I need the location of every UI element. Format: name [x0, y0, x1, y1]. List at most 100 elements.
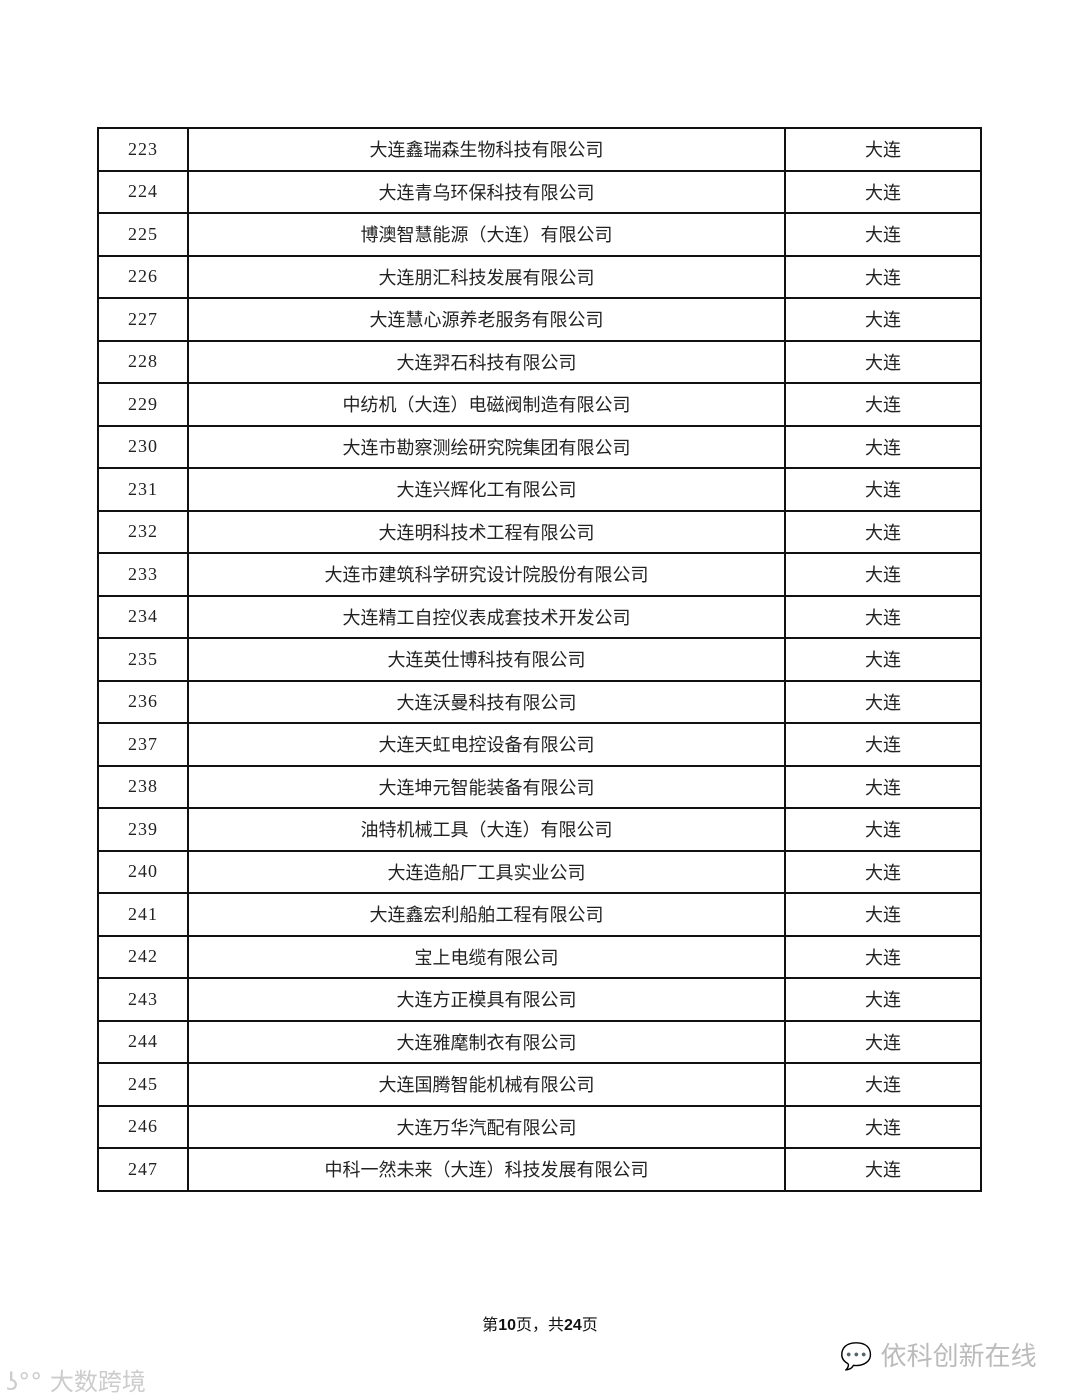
company-name: 大连朋汇科技发展有限公司 — [187, 254, 786, 299]
company-name: 博澳智慧能源（大连）有限公司 — [187, 212, 786, 257]
corner-watermark-text: 大数跨境 — [49, 1368, 146, 1396]
table-row: 244 大连雅麾制衣有限公司 大连 — [97, 1019, 982, 1064]
company-name: 大连万华汽配有限公司 — [187, 1104, 786, 1149]
row-number: 240 — [97, 849, 189, 894]
company-name: 油特机械工具（大连）有限公司 — [187, 807, 786, 852]
table-row: 247 中科一然未来（大连）科技发展有限公司 大连 — [97, 1147, 982, 1192]
company-name: 大连明科技术工程有限公司 — [187, 509, 786, 554]
table-row: 227 大连慧心源养老服务有限公司 大连 — [97, 297, 982, 342]
row-number: 225 — [97, 212, 189, 257]
city: 大连 — [784, 127, 982, 172]
wechat-icon: 💬 — [840, 1342, 873, 1372]
city: 大连 — [784, 509, 982, 554]
city: 大连 — [784, 679, 982, 724]
table-row: 243 大连方正模具有限公司 大连 — [97, 977, 982, 1022]
row-number: 242 — [97, 934, 189, 979]
corner-watermark: ʖ°° 大数跨境 — [6, 1362, 146, 1397]
table-row: 225 博澳智慧能源（大连）有限公司 大连 — [97, 212, 982, 257]
city: 大连 — [784, 934, 982, 979]
table-row: 231 大连兴辉化工有限公司 大连 — [97, 467, 982, 512]
table-row: 228 大连羿石科技有限公司 大连 — [97, 339, 982, 384]
row-number: 236 — [97, 679, 189, 724]
city: 大连 — [784, 254, 982, 299]
table-row: 226 大连朋汇科技发展有限公司 大连 — [97, 254, 982, 299]
city: 大连 — [784, 764, 982, 809]
table-row: 233 大连市建筑科学研究设计院股份有限公司 大连 — [97, 552, 982, 597]
footer-mid: 页，共 — [515, 1315, 564, 1334]
city: 大连 — [784, 1062, 982, 1107]
company-name: 大连兴辉化工有限公司 — [187, 467, 786, 512]
city: 大连 — [784, 552, 982, 597]
row-number: 235 — [97, 637, 189, 682]
company-name: 大连慧心源养老服务有限公司 — [187, 297, 786, 342]
row-number: 227 — [97, 297, 189, 342]
row-number: 232 — [97, 509, 189, 554]
row-number: 228 — [97, 339, 189, 384]
footer-prefix: 第 — [482, 1315, 499, 1334]
row-number: 243 — [97, 977, 189, 1022]
wechat-watermark: 💬 依科创新在线 — [840, 1336, 1037, 1373]
city: 大连 — [784, 467, 982, 512]
wechat-watermark-text: 依科创新在线 — [880, 1342, 1037, 1372]
row-number: 245 — [97, 1062, 189, 1107]
company-name: 大连羿石科技有限公司 — [187, 339, 786, 384]
company-name: 大连鑫宏利船舶工程有限公司 — [187, 892, 786, 937]
table-row: 236 大连沃曼科技有限公司 大连 — [97, 679, 982, 724]
city: 大连 — [784, 169, 982, 214]
table-row: 237 大连天虹电控设备有限公司 大连 — [97, 722, 982, 767]
city: 大连 — [784, 594, 982, 639]
company-name: 大连坤元智能装备有限公司 — [187, 764, 786, 809]
logo-icon: ʖ°° — [6, 1368, 43, 1396]
city: 大连 — [784, 424, 982, 469]
city: 大连 — [784, 1147, 982, 1192]
company-name: 大连天虹电控设备有限公司 — [187, 722, 786, 767]
table-row: 229 中纺机（大连）电磁阀制造有限公司 大连 — [97, 382, 982, 427]
company-name: 大连方正模具有限公司 — [187, 977, 786, 1022]
row-number: 233 — [97, 552, 189, 597]
table-row: 241 大连鑫宏利船舶工程有限公司 大连 — [97, 892, 982, 937]
row-number: 231 — [97, 467, 189, 512]
table-row: 235 大连英仕博科技有限公司 大连 — [97, 637, 982, 682]
row-number: 247 — [97, 1147, 189, 1192]
row-number: 238 — [97, 764, 189, 809]
company-name: 大连市建筑科学研究设计院股份有限公司 — [187, 552, 786, 597]
footer-suffix: 页 — [581, 1315, 598, 1334]
row-number: 239 — [97, 807, 189, 852]
company-name: 大连精工自控仪表成套技术开发公司 — [187, 594, 786, 639]
page-number: 10 — [498, 1317, 516, 1334]
company-table: 223 大连鑫瑞森生物科技有限公司 大连 224 大连青乌环保科技有限公司 大连 225 博澳… — [97, 127, 982, 1192]
company-name: 大连造船厂工具实业公司 — [187, 849, 786, 894]
table-row: 238 大连坤元智能装备有限公司 大连 — [97, 764, 982, 809]
row-number: 223 — [97, 127, 189, 172]
row-number: 229 — [97, 382, 189, 427]
company-name: 大连国腾智能机械有限公司 — [187, 1062, 786, 1107]
table-row: 224 大连青乌环保科技有限公司 大连 — [97, 169, 982, 214]
city: 大连 — [784, 637, 982, 682]
company-name: 中科一然未来（大连）科技发展有限公司 — [187, 1147, 786, 1192]
company-name: 大连沃曼科技有限公司 — [187, 679, 786, 724]
company-name: 大连雅麾制衣有限公司 — [187, 1019, 786, 1064]
row-number: 241 — [97, 892, 189, 937]
page-total: 24 — [564, 1317, 582, 1334]
city: 大连 — [784, 977, 982, 1022]
city: 大连 — [784, 807, 982, 852]
company-name: 大连青乌环保科技有限公司 — [187, 169, 786, 214]
city: 大连 — [784, 849, 982, 894]
city: 大连 — [784, 722, 982, 767]
table-row: 223 大连鑫瑞森生物科技有限公司 大连 — [97, 127, 982, 172]
row-number: 234 — [97, 594, 189, 639]
company-name: 中纺机（大连）电磁阀制造有限公司 — [187, 382, 786, 427]
city: 大连 — [784, 1019, 982, 1064]
table-row: 246 大连万华汽配有限公司 大连 — [97, 1104, 982, 1149]
city: 大连 — [784, 382, 982, 427]
table-row: 234 大连精工自控仪表成套技术开发公司 大连 — [97, 594, 982, 639]
table-row: 230 大连市勘察测绘研究院集团有限公司 大连 — [97, 424, 982, 469]
city: 大连 — [784, 212, 982, 257]
row-number: 224 — [97, 169, 189, 214]
page-footer: 第10页，共24页 — [0, 1311, 1080, 1335]
company-name: 大连鑫瑞森生物科技有限公司 — [187, 127, 786, 172]
company-name: 宝上电缆有限公司 — [187, 934, 786, 979]
row-number: 230 — [97, 424, 189, 469]
city: 大连 — [784, 892, 982, 937]
table-row: 245 大连国腾智能机械有限公司 大连 — [97, 1062, 982, 1107]
